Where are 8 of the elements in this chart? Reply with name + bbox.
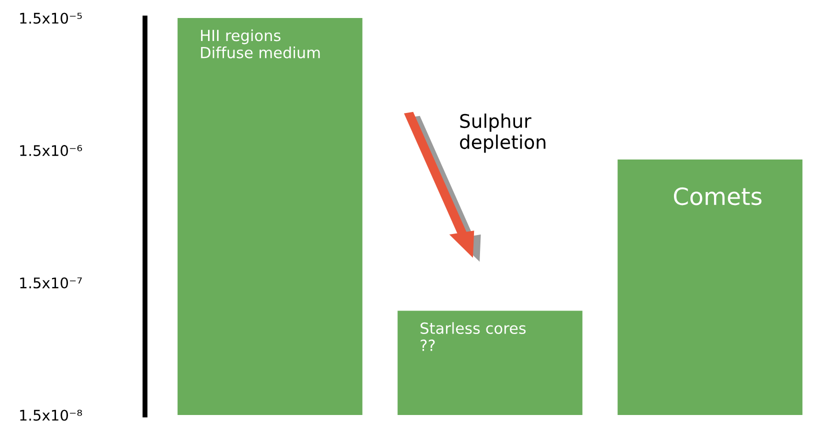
y-tick-label: 1.5x10⁻⁷ [20, 277, 82, 288]
y-tick-label: 1.5x10⁻⁶ [20, 145, 82, 156]
y-tick-label: 1.5x10⁻⁵ [20, 12, 82, 24]
y-tick-label: 1.5x10⁻⁸ [20, 410, 82, 421]
annotation: Starless cores ?? [420, 322, 526, 351]
annotation: Sulphur depletion [460, 114, 546, 153]
annotation: HII regions Diffuse medium [201, 29, 320, 58]
annotation: Comets [674, 187, 762, 206]
